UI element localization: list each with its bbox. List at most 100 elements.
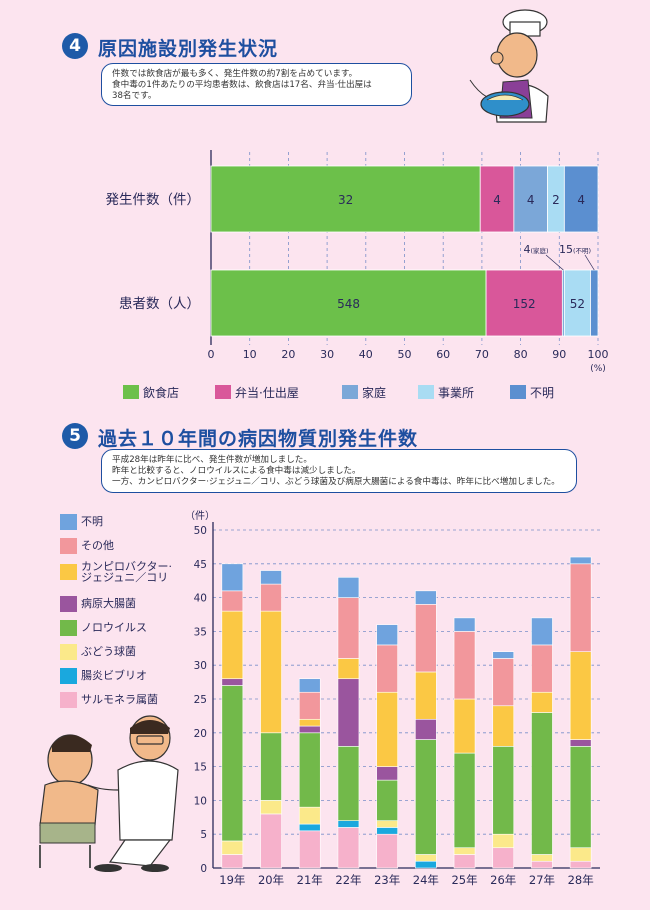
section4-note-line1: 件数では飲食店が最も多く、発生件数の約7割を占めています。 [112, 69, 358, 79]
chart2-bar-segment [221, 840, 244, 855]
chart2-bar-segment [531, 617, 553, 646]
chart2-bar-segment [492, 833, 515, 849]
chart2-bar-segment [415, 671, 437, 720]
chart2-bar-segment [453, 617, 476, 632]
chart2-bar-segment [492, 847, 515, 869]
chart2-bar-segment [298, 806, 321, 825]
legend2-campylobacter: カンピロバクター· ジェジュニ／コリ [60, 561, 210, 595]
chart2-bar-segment [337, 678, 360, 747]
chart2-y-tick: 45 [194, 559, 207, 571]
section5-note-line3: 一方、カンピロバクター·ジェジュニ／コリ、ぶどう球菌及び病原大腸菌による食中毒は… [112, 477, 560, 487]
chart2-bar-segment [531, 854, 553, 862]
section4-number-badge: 4 [62, 33, 88, 59]
chart2-bar-segment [569, 563, 592, 652]
section5-number-badge: 5 [62, 423, 88, 449]
legend1-office: 事業所 [418, 384, 474, 401]
chart1-x-tick: 30 [320, 348, 334, 361]
chart1-data-label: 2 [552, 193, 560, 207]
chart2-bar-segment [298, 830, 321, 869]
legend2-salmonella: サルモネラ属菌 [60, 691, 210, 715]
chart2-bar-segment [376, 820, 398, 828]
chart2-bar-segment [453, 631, 476, 700]
chart2-bar-segment [260, 800, 282, 815]
chart2-x-tick: 23年 [374, 873, 400, 887]
chart2-bar-segment [221, 563, 244, 592]
chart2-y-tick: 15 [194, 762, 207, 774]
chart2-bar-segment [260, 583, 282, 612]
chart1-data-label: 4 [577, 193, 585, 207]
chart2-bar-segment [415, 718, 437, 740]
chart2-bar-segment [376, 691, 398, 767]
chart2-bar-segment [221, 678, 244, 686]
chart2-bar-segment [492, 705, 515, 747]
chart1-bar-segment [210, 269, 487, 337]
chart2-bar-segment [221, 610, 244, 680]
chart1-callout-leader [584, 254, 595, 271]
chart2-bar-segment [453, 854, 476, 869]
chart2-bar-segment [531, 644, 553, 693]
chart2-bar-segment [337, 577, 360, 598]
chart2-bar-segment [260, 813, 282, 869]
chart2-bar-segment [569, 847, 592, 862]
chart1-bar-segment [210, 165, 481, 233]
chart2-bar-segment [453, 752, 476, 849]
chart1-x-tick: 80 [514, 348, 528, 361]
chart2-bar-segment [492, 658, 515, 707]
chart1-data-label: 4 [527, 193, 535, 207]
chart1-bar-segment [513, 165, 548, 233]
chart2-x-tick: 19年 [219, 873, 245, 887]
chart2-bar-segment [376, 644, 398, 693]
chart1-x-tick: 20 [281, 348, 295, 361]
chart2-bar-segment [453, 698, 476, 754]
chart2-x-tick: 28年 [568, 873, 594, 887]
chart2-bar-segment [337, 658, 360, 680]
legend2-staph: ぶどう球菌 [60, 643, 210, 667]
chart2-y-tick: 40 [194, 593, 207, 605]
chart2-y-tick: 20 [194, 728, 207, 740]
section5-note-line1: 平成28年は昨年に比べ、発生件数が増加しました。 [112, 455, 312, 465]
section4-note: 件数では飲食店が最も多く、発生件数の約7割を占めています。 食中毒の1件あたりの… [101, 63, 412, 106]
chart2-bar-segment [298, 725, 321, 734]
chart2-bar-segment [337, 746, 360, 821]
chart2-bar-segment [415, 590, 437, 605]
chart1-x-tick: 0 [208, 348, 215, 361]
chart2-y-tick: 30 [194, 660, 207, 672]
section5-title: 過去１０年間の病因物質別発生件数 [98, 428, 419, 450]
legend1-unknown: 不明 [510, 384, 554, 401]
chart1-callout-value: 15 [559, 243, 573, 256]
chart1-data-label: 52 [570, 297, 585, 311]
legend1-restaurant: 飲食店 [123, 384, 179, 401]
legend2-unknown: 不明 [60, 513, 210, 537]
chart1-x-tick: 70 [475, 348, 489, 361]
chart2-bar-segment [221, 685, 244, 842]
chart2-bar-segment [260, 732, 282, 801]
chart1-callout-tag: (家庭) [530, 246, 548, 255]
legend2: 不明 その他 カンピロバクター· ジェジュニ／コリ 病原大腸菌 ノロウイルス ぶど… [60, 513, 210, 715]
chart2-bar-segment [376, 766, 398, 781]
chart2-bar-segment [415, 604, 437, 673]
chart2-bar-segment [415, 860, 437, 869]
chart2-bar-segment [298, 823, 321, 832]
chart1-category-label: 発生件数（件） [106, 192, 201, 208]
chart1-bar-segment [563, 269, 591, 337]
chart2-bar-segment [298, 691, 321, 720]
chart1-category-label: 患者数（人） [119, 296, 200, 312]
chart1-data-label: 152 [513, 297, 536, 311]
chart2-bar-segment [337, 597, 360, 659]
chart1-x-unit: (%) [590, 364, 606, 374]
chart2-x-tick: 25年 [451, 873, 477, 887]
chart1-callout-tag: (不明) [573, 247, 591, 255]
chart2-bar-segment [260, 570, 282, 585]
chart2-bar-segment [569, 556, 592, 565]
chart1-x-tick: 100 [588, 348, 609, 361]
chart2-bar-segment [221, 590, 244, 612]
legend2-norovirus: ノロウイルス [60, 619, 210, 643]
chart1-x-tick: 50 [398, 348, 412, 361]
chart2-bar-segment [569, 739, 592, 747]
chart2-y-tick: 5 [200, 829, 207, 841]
chart2-bar-segment [298, 732, 321, 808]
chart1-callout-leader [545, 254, 564, 271]
legend1-bento: 弁当·仕出屋 [215, 384, 299, 401]
chart2-bar-segment [376, 833, 398, 869]
